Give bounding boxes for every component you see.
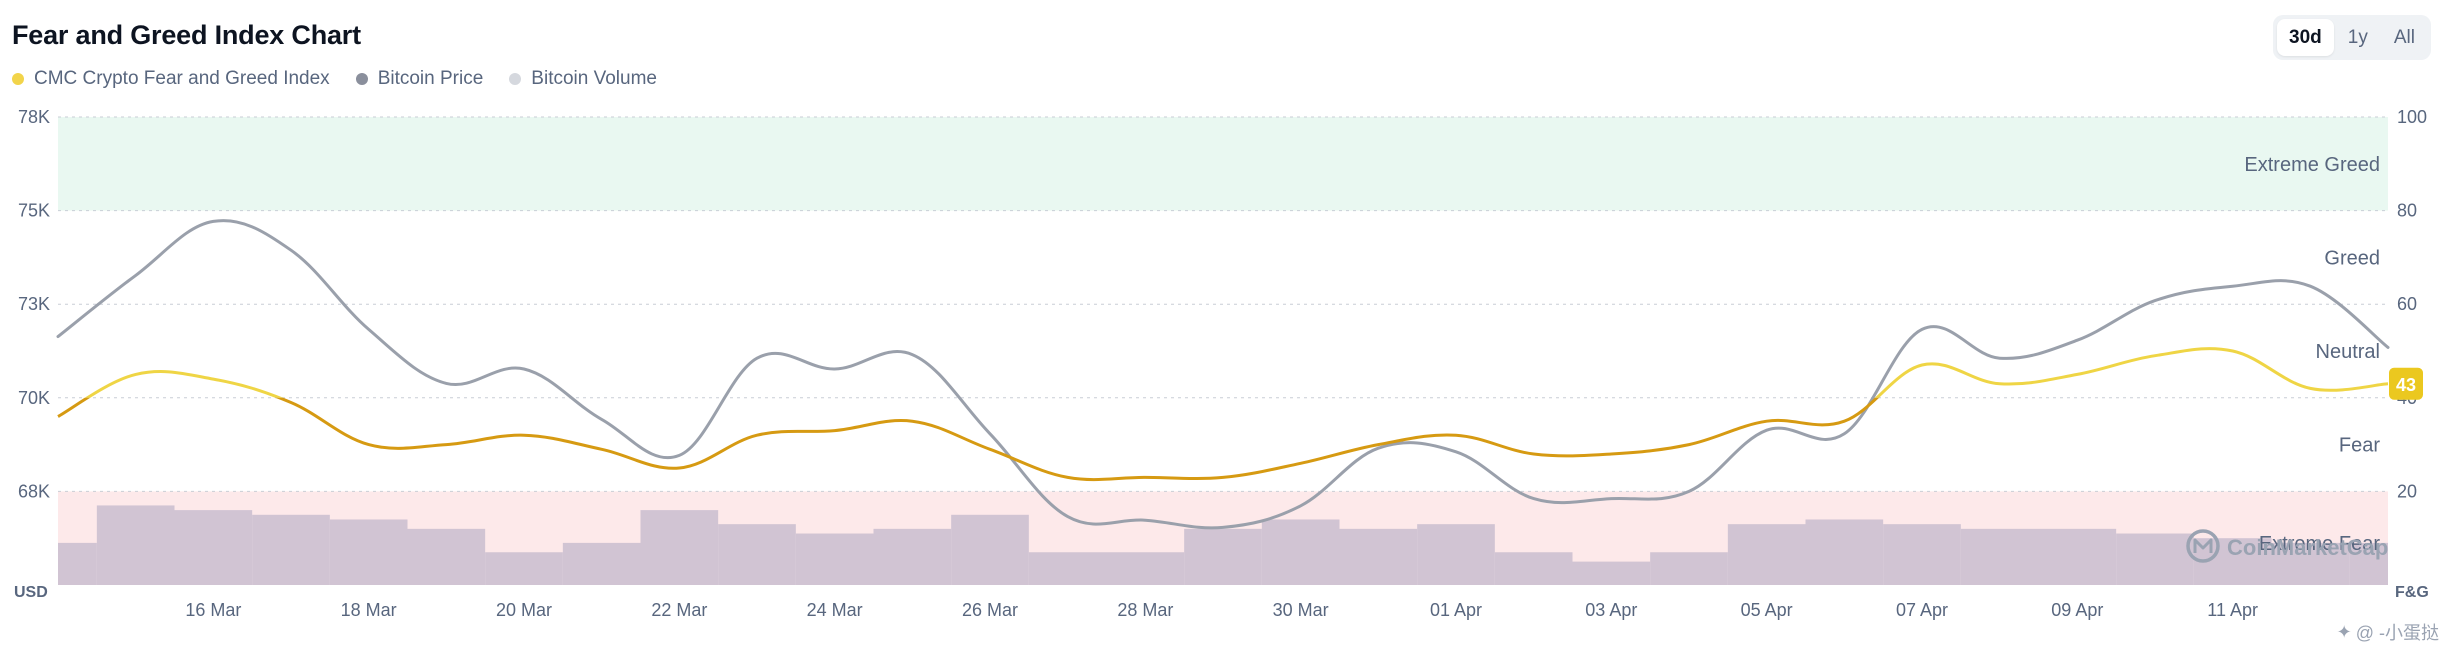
- volume-bar[interactable]: [1184, 528, 1262, 585]
- left-axis: 78K 75K 73K 70K 68K USD: [14, 107, 50, 601]
- volume-bar[interactable]: [1572, 561, 1651, 585]
- x-axis-tick-label: 22 Mar: [651, 600, 707, 620]
- legend-label-bitcoin-price: Bitcoin Price: [377, 68, 484, 89]
- volume-bar[interactable]: [1727, 524, 1806, 585]
- x-axis-tick-label: 20 Mar: [496, 600, 552, 620]
- zone-label-neutral: Neutral: [2316, 341, 2380, 363]
- volume-bar[interactable]: [174, 510, 253, 585]
- left-axis-tick-label: 73K: [18, 294, 50, 314]
- x-axis-tick-label: 11 Apr: [2207, 600, 2258, 620]
- x-axis-tick-label: 30 Mar: [1273, 600, 1329, 620]
- legend-item-bitcoin-price[interactable]: Bitcoin Price: [355, 68, 484, 90]
- watermark: CoinMarketCap: [2186, 529, 2388, 563]
- weibo-icon: ✦: [2336, 621, 2352, 642]
- current-value-badge-text: 43: [2396, 375, 2416, 395]
- zone-labels: Extreme Greed Greed Neutral Fear Extreme Fea…: [2244, 154, 2380, 555]
- volume-bar[interactable]: [951, 514, 1029, 585]
- legend-item-fear-greed[interactable]: CMC Crypto Fear and Greed Index: [12, 68, 330, 90]
- series-line-bitcoin-price[interactable]: [56, 219, 2390, 530]
- volume-bar[interactable]: [96, 505, 175, 585]
- volume-bar[interactable]: [407, 528, 486, 585]
- zone-label-extreme-greed: Extreme Greed: [2244, 154, 2380, 176]
- image-credit: ✦ @ -小蛋挞: [2337, 619, 2439, 645]
- right-axis: 10080604020F&G: [2395, 107, 2429, 601]
- credit-text: @ -小蛋挞: [2355, 623, 2439, 643]
- volume-bar[interactable]: [58, 542, 97, 585]
- volume-bar[interactable]: [1028, 552, 1107, 585]
- volume-bar[interactable]: [873, 528, 952, 585]
- volume-bar[interactable]: [1261, 519, 1340, 585]
- x-axis-tick-label: 07 Apr: [1896, 600, 1948, 620]
- volume-bar[interactable]: [329, 519, 408, 585]
- volume-bar[interactable]: [2349, 542, 2388, 585]
- x-axis-tick-label: 18 Mar: [341, 600, 397, 620]
- volume-bar[interactable]: [640, 510, 719, 585]
- coinmarketcap-logo-icon: [2186, 529, 2220, 563]
- legend-item-bitcoin-volume[interactable]: Bitcoin Volume: [509, 68, 657, 90]
- left-axis-unit-label: USD: [14, 584, 48, 601]
- x-axis-tick-label: 16 Mar: [185, 600, 241, 620]
- volume-bar[interactable]: [252, 514, 330, 585]
- volume-bars: [58, 505, 2388, 585]
- range-button-1y[interactable]: 1y: [2347, 27, 2368, 48]
- series-line-fear-greed-lower[interactable]: [57, 349, 2388, 482]
- range-button-all[interactable]: All: [2393, 27, 2415, 48]
- x-axis-tick-label: 01 Apr: [1430, 600, 1482, 620]
- legend-label-bitcoin-volume: Bitcoin Volume: [531, 68, 657, 89]
- volume-bar[interactable]: [485, 552, 563, 585]
- legend-dot-bitcoin-price: [355, 73, 368, 85]
- x-axis-tick-label: 26 Mar: [962, 600, 1018, 620]
- right-axis-tick-label: 60: [2397, 294, 2417, 314]
- zone-label-greed: Greed: [2324, 247, 2380, 269]
- left-axis-tick-label: 78K: [18, 107, 50, 127]
- volume-bar[interactable]: [1494, 552, 1573, 585]
- volume-bar[interactable]: [2038, 528, 2117, 585]
- x-axis-tick-label: 24 Mar: [807, 600, 863, 620]
- x-axis-tick-label: 03 Apr: [1585, 600, 1637, 620]
- volume-bar[interactable]: [2271, 542, 2350, 585]
- left-axis-tick-label: 68K: [18, 481, 50, 501]
- volume-bar[interactable]: [562, 542, 641, 585]
- zone-band-extreme-greed: [58, 117, 2388, 211]
- volume-bar[interactable]: [2116, 533, 2194, 585]
- x-axis-tick-label: 09 Apr: [2051, 600, 2103, 620]
- legend-label-fear-greed: CMC Crypto Fear and Greed Index: [34, 68, 330, 89]
- volume-bar[interactable]: [1417, 524, 1495, 585]
- volume-bar[interactable]: [718, 524, 796, 585]
- chart-title: Fear and Greed Index Chart: [12, 20, 361, 50]
- volume-bar[interactable]: [1805, 519, 1884, 585]
- series-line-fear-greed-upper[interactable]: [58, 347, 2389, 480]
- volume-bar[interactable]: [1650, 552, 1728, 585]
- series-lines: [56, 219, 2390, 530]
- right-axis-unit-label: F&G: [2395, 584, 2429, 601]
- left-axis-tick-label: 75K: [18, 201, 50, 221]
- volume-bar[interactable]: [1960, 528, 2039, 585]
- time-range-toggle: 30d 1y All: [2273, 15, 2431, 60]
- zone-label-fear: Fear: [2339, 435, 2380, 457]
- volume-bar[interactable]: [1883, 524, 1961, 585]
- zones-layer: [58, 117, 2388, 585]
- legend-dot-fear-greed: [12, 73, 24, 85]
- range-button-30d[interactable]: 30d: [2277, 19, 2334, 56]
- legend-dot-bitcoin-volume: [509, 73, 522, 85]
- volume-bar[interactable]: [1339, 528, 1418, 585]
- current-value-badge-bg: [2389, 367, 2423, 400]
- x-axis-tick-label: 28 Mar: [1117, 600, 1173, 620]
- right-axis-tick-label: 80: [2397, 201, 2417, 221]
- x-axis-tick-label: 05 Apr: [1741, 600, 1793, 620]
- zone-label-extreme-fear: Extreme Fear: [2259, 533, 2380, 555]
- chart-legend: CMC Crypto Fear and Greed Index Bitcoin …: [12, 68, 657, 90]
- volume-bar[interactable]: [1106, 552, 1185, 585]
- x-axis: 16 Mar 18 Mar 20 Mar 22 Mar 24 Mar 26 Mar 28 M…: [185, 600, 2258, 620]
- grid-lines: [58, 116, 2388, 492]
- left-axis-tick-label: 70K: [18, 388, 50, 408]
- right-axis-tick-label: 20: [2397, 481, 2417, 501]
- watermark-text: CoinMarketCap: [2227, 535, 2388, 560]
- current-value-badge: 43: [2389, 367, 2423, 400]
- volume-bar[interactable]: [795, 533, 874, 585]
- right-axis-tick-label: 100: [2397, 107, 2427, 127]
